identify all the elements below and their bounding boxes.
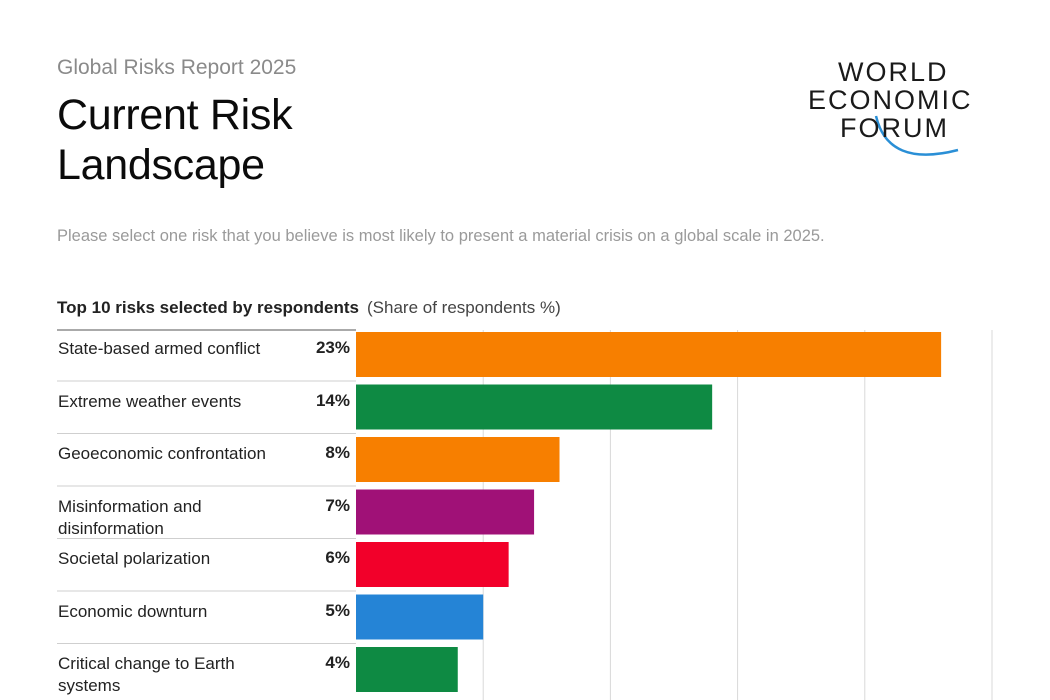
title-line-2: Landscape: [57, 141, 265, 189]
category-label: Extreme weather events: [58, 391, 242, 411]
category-label: Societal polarization: [58, 549, 211, 568]
value-label: 4%: [325, 653, 350, 672]
value-label: 14%: [315, 390, 350, 410]
report-kicker: Global Risks Report 2025: [57, 56, 297, 79]
survey-question: Please select one risk that you believe …: [57, 227, 825, 245]
logo-word-3: FORUM: [840, 113, 949, 143]
value-label: 5%: [325, 600, 350, 620]
bar: [356, 384, 713, 430]
category-label: State-based armed conflict: [58, 339, 261, 358]
bar: [356, 437, 560, 482]
bar: [356, 489, 535, 535]
bar: [356, 332, 942, 377]
chart-unit-label: (Share of respondents %): [367, 298, 561, 317]
wef-logo: WORLD ECONOMIC FORUM: [806, 56, 1006, 166]
chart-title: Top 10 risks selected by respondents: [57, 298, 360, 317]
page-title: Current Risk Landscape: [57, 90, 293, 190]
logo-word-1: WORLD: [838, 57, 949, 87]
value-label: 6%: [325, 548, 350, 567]
value-label: 7%: [325, 495, 350, 515]
value-label: 8%: [325, 443, 350, 462]
category-label: Economic downturn: [58, 601, 208, 621]
bar: [356, 594, 484, 640]
category-label: Geoeconomic confrontation: [58, 444, 266, 463]
logo-arc-icon: [874, 115, 959, 156]
value-label: 23%: [315, 338, 350, 357]
bar: [356, 647, 458, 692]
bar-chart: [57, 329, 993, 700]
title-line-1: Current Risk: [57, 91, 293, 139]
category-label: Misinformation and disinformation: [58, 496, 202, 538]
logo-word-2: ECONOMIC: [808, 85, 973, 115]
category-label: Critical change to Earth systems: [58, 654, 235, 695]
chart-header: Top 10 risks selected by respondents (Sha…: [57, 298, 561, 318]
bar: [356, 542, 509, 587]
